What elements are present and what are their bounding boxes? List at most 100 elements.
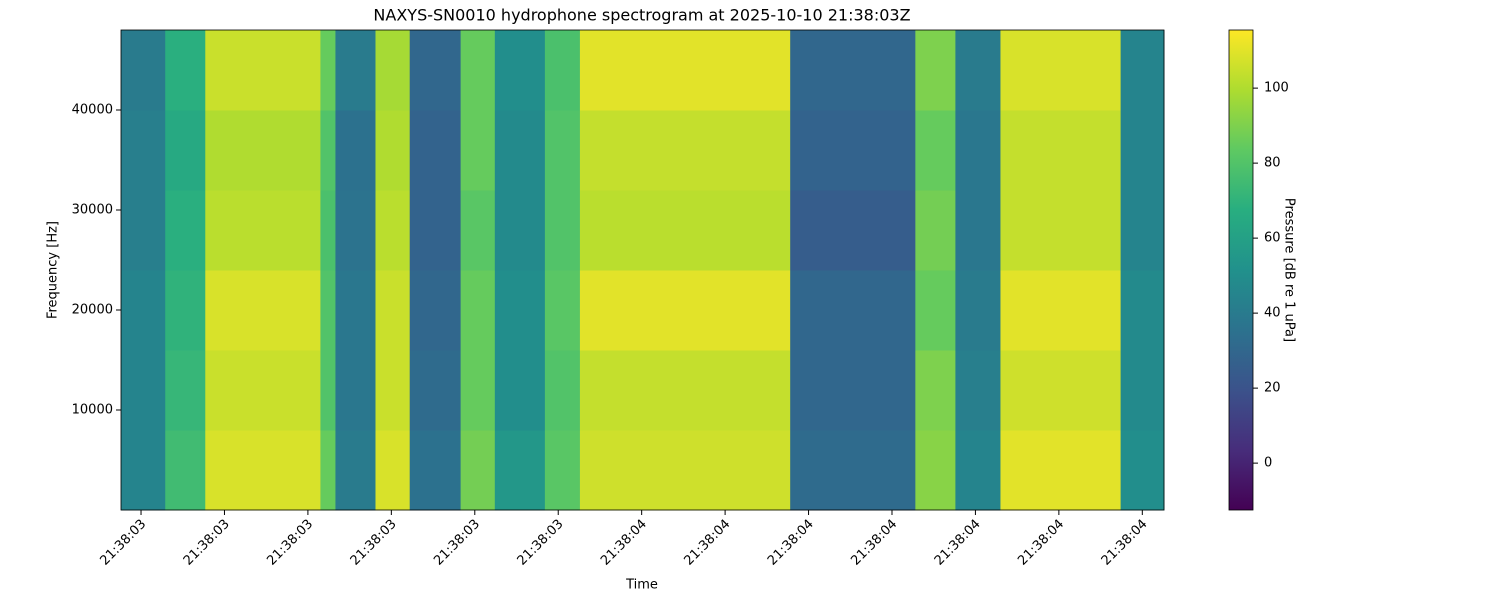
- heatmap-cell: [1120, 270, 1165, 351]
- heatmap-cell: [165, 30, 206, 111]
- heatmap-cell: [460, 30, 496, 111]
- heatmap-cell: [579, 270, 791, 351]
- heatmap-cell: [494, 430, 546, 511]
- heatmap-cell: [335, 350, 376, 431]
- heatmap-cell: [165, 430, 206, 511]
- heatmap-cell: [915, 270, 956, 351]
- heatmap-cell: [165, 350, 206, 431]
- x-tick-label: 21:38:03: [515, 517, 567, 569]
- heatmap-cell: [375, 270, 411, 351]
- heatmap-cell: [1000, 270, 1122, 351]
- heatmap-cell: [1120, 30, 1165, 111]
- colorbar-tick-label: 100: [1264, 81, 1289, 96]
- colorbar-label: Pressure [dB re 1 uPa]: [1282, 198, 1297, 342]
- heatmap-cell: [409, 190, 462, 271]
- x-tick-label: 21:38:04: [848, 517, 900, 569]
- heatmap-cell: [955, 190, 1001, 271]
- heatmap-cell: [121, 350, 166, 431]
- x-tick-label: 21:38:03: [431, 517, 483, 569]
- heatmap-cell: [320, 190, 336, 271]
- heatmap-cell: [335, 270, 376, 351]
- heatmap-cell: [335, 30, 376, 111]
- heatmap-cell: [790, 270, 916, 351]
- heatmap-cell: [494, 30, 546, 111]
- heatmap-cell: [790, 430, 916, 511]
- heatmap-cell: [375, 30, 411, 111]
- x-tick-label: 21:38:04: [1099, 517, 1151, 569]
- heatmap-cell: [544, 30, 581, 111]
- heatmap-cell: [320, 430, 336, 511]
- heatmap-cell: [409, 350, 462, 431]
- y-tick-label: 30000: [72, 203, 113, 218]
- heatmap-cell: [790, 110, 916, 191]
- heatmap-cell: [409, 30, 462, 111]
- heatmap-cell: [121, 270, 166, 351]
- colorbar-tick-label: 20: [1264, 381, 1281, 396]
- heatmap-cell: [205, 110, 321, 191]
- x-tick-label: 21:38:04: [932, 517, 984, 569]
- heatmap-cell: [915, 110, 956, 191]
- x-tick-label: 21:38:03: [348, 517, 400, 569]
- heatmap-cell: [460, 110, 496, 191]
- heatmap-cell: [375, 110, 411, 191]
- x-tick-label: 21:38:04: [765, 517, 817, 569]
- heatmap-cell: [375, 430, 411, 511]
- heatmap-cell: [579, 430, 791, 511]
- heatmap-cell: [915, 430, 956, 511]
- x-axis-label: Time: [625, 578, 658, 593]
- heatmap-cell: [335, 110, 376, 191]
- x-tick-label: 21:38:04: [682, 517, 734, 569]
- heatmap-cell: [1120, 350, 1165, 431]
- heatmap-cell: [460, 430, 496, 511]
- heatmap-cell: [335, 430, 376, 511]
- heatmap-cell: [790, 350, 916, 431]
- plot-frame: [120, 29, 1165, 511]
- colorbar-tick-label: 40: [1264, 306, 1281, 321]
- heatmap: [121, 30, 1165, 511]
- heatmap-cell: [579, 30, 791, 111]
- heatmap-cell: [1000, 190, 1122, 271]
- heatmap-cell: [320, 350, 336, 431]
- heatmap-cell: [320, 110, 336, 191]
- heatmap-cell: [121, 110, 166, 191]
- colorbar: [1228, 29, 1254, 511]
- x-tick-label: 21:38:04: [1015, 517, 1067, 569]
- heatmap-cell: [790, 30, 916, 111]
- heatmap-cell: [121, 190, 166, 271]
- chart-title: NAXYS-SN0010 hydrophone spectrogram at 2…: [373, 6, 910, 25]
- heatmap-cell: [205, 30, 321, 111]
- heatmap-cell: [544, 190, 581, 271]
- heatmap-cell: [915, 350, 956, 431]
- heatmap-cell: [375, 350, 411, 431]
- heatmap-cell: [579, 190, 791, 271]
- heatmap-cell: [790, 190, 916, 271]
- x-tick-label: 21:38:03: [264, 517, 316, 569]
- heatmap-cell: [494, 350, 546, 431]
- heatmap-cell: [460, 190, 496, 271]
- heatmap-cell: [165, 270, 206, 351]
- heatmap-cell: [915, 30, 956, 111]
- heatmap-cell: [121, 430, 166, 511]
- x-tick-label: 21:38:03: [97, 517, 149, 569]
- heatmap-cell: [544, 270, 581, 351]
- heatmap-cell: [205, 350, 321, 431]
- heatmap-cell: [1120, 430, 1165, 511]
- heatmap-cell: [1000, 350, 1122, 431]
- heatmap-cell: [1120, 110, 1165, 191]
- y-tick-label: 10000: [72, 403, 113, 418]
- heatmap-cell: [955, 350, 1001, 431]
- heatmap-cell: [409, 430, 462, 511]
- heatmap-cell: [1000, 30, 1122, 111]
- heatmap-cell: [955, 430, 1001, 511]
- colorbar-tick-label: 80: [1264, 156, 1281, 171]
- colorbar-tick-label: 60: [1264, 231, 1281, 246]
- heatmap-cell: [165, 190, 206, 271]
- heatmap-cell: [955, 270, 1001, 351]
- y-axis-label: Frequency [Hz]: [46, 221, 61, 319]
- heatmap-cell: [335, 190, 376, 271]
- heatmap-cell: [1000, 430, 1122, 511]
- heatmap-cell: [460, 350, 496, 431]
- heatmap-cell: [494, 190, 546, 271]
- heatmap-cell: [409, 270, 462, 351]
